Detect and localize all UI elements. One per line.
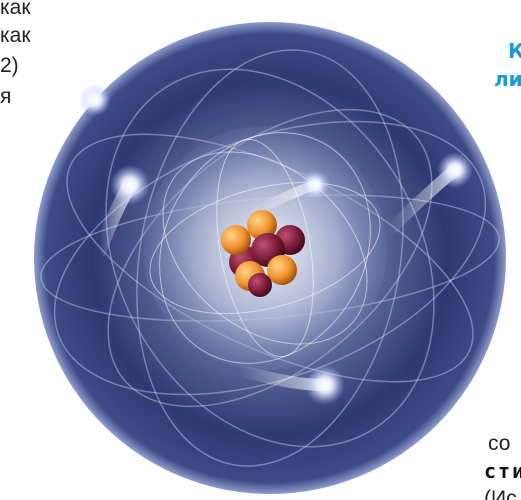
nucleus	[221, 210, 305, 297]
text-line: со	[488, 432, 510, 455]
atom-illustration	[34, 22, 506, 494]
bold-text-line: сти	[484, 459, 521, 483]
text-line: как	[0, 0, 31, 19]
left-text: как как 2) я	[0, 0, 31, 108]
heading-line: ли	[494, 67, 521, 91]
right-heading: К ли	[494, 39, 521, 91]
heading-line: К	[508, 39, 521, 63]
bottom-right-text: со сти (Ис	[484, 432, 521, 500]
text-line: я	[0, 85, 11, 108]
text-line: 2)	[0, 54, 19, 77]
text-line: как	[0, 24, 31, 47]
text-line: (Ис	[484, 487, 517, 500]
